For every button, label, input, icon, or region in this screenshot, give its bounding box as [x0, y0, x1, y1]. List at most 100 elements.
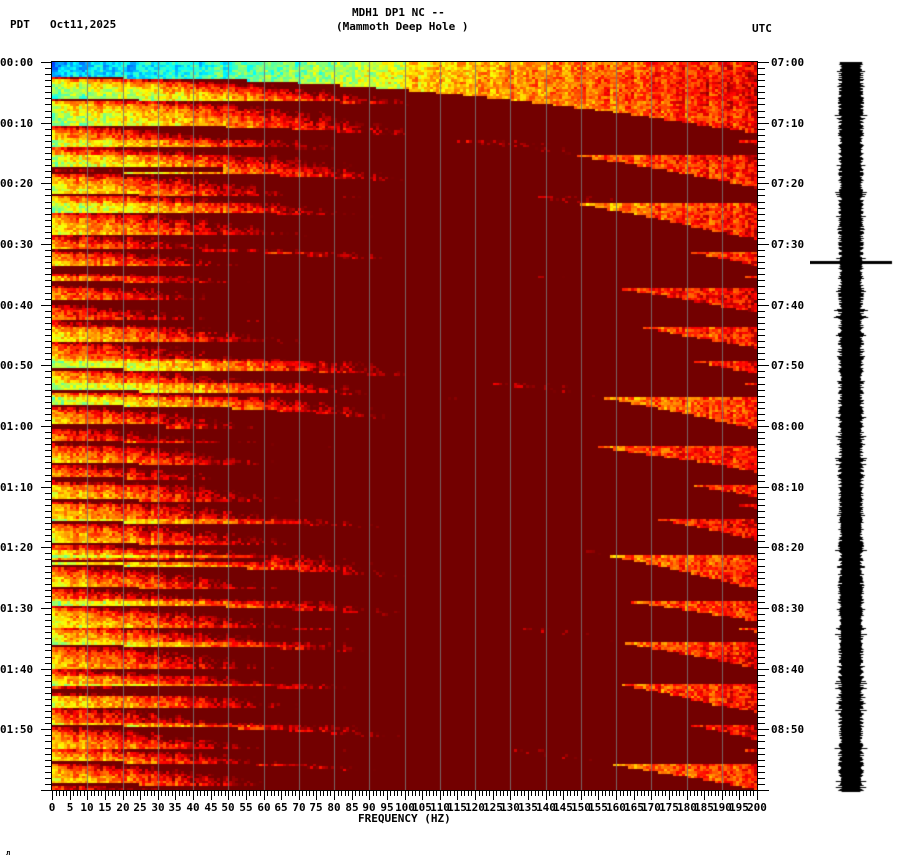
left-minor-tick: [45, 675, 52, 676]
header-timezone-left: PDT: [10, 18, 30, 31]
freq-tick-label: 130: [500, 801, 520, 814]
left-minor-tick: [45, 766, 52, 767]
freq-minor-tick: [471, 791, 472, 796]
left-minor-tick: [45, 578, 52, 579]
freq-minor-tick: [66, 791, 67, 796]
freq-tick-label: 155: [588, 801, 608, 814]
left-minor-tick: [45, 208, 52, 209]
freq-minor-tick: [732, 791, 733, 796]
freq-major-tick: [369, 791, 370, 800]
right-minor-tick: [758, 475, 765, 476]
freq-minor-tick: [348, 791, 349, 796]
right-minor-tick: [758, 359, 765, 360]
freq-minor-tick: [584, 791, 585, 796]
freq-minor-tick: [59, 791, 60, 796]
left-minor-tick: [45, 293, 52, 294]
left-time-label: 00:30: [0, 238, 34, 251]
right-minor-tick: [758, 238, 765, 239]
freq-major-tick: [405, 791, 406, 800]
freq-minor-tick: [288, 791, 289, 796]
left-minor-tick: [45, 663, 52, 664]
right-minor-tick: [758, 353, 765, 354]
left-minor-tick: [45, 754, 52, 755]
right-time-label: 07:20: [771, 177, 805, 190]
freq-minor-tick: [426, 791, 427, 796]
left-minor-tick: [45, 693, 52, 694]
freq-minor-tick: [274, 791, 275, 796]
freq-tick-label: 115: [447, 801, 467, 814]
freq-minor-tick: [260, 791, 261, 796]
right-minor-tick: [758, 699, 765, 700]
right-minor-tick: [758, 86, 765, 87]
right-minor-tick: [758, 408, 765, 409]
left-minor-tick: [45, 778, 52, 779]
freq-minor-tick: [341, 791, 342, 796]
freq-minor-tick: [605, 791, 606, 796]
left-minor-tick: [45, 529, 52, 530]
left-minor-tick: [45, 632, 52, 633]
right-minor-tick: [758, 195, 765, 196]
freq-tick-label: 85: [345, 801, 359, 814]
left-minor-tick: [45, 511, 52, 512]
freq-minor-tick: [574, 791, 575, 796]
freq-major-tick: [493, 791, 494, 800]
right-minor-tick: [758, 226, 765, 227]
plot-border-bottom: [52, 790, 758, 791]
right-time-label: 07:30: [771, 238, 805, 251]
left-minor-tick: [45, 329, 52, 330]
freq-minor-tick: [531, 791, 532, 796]
left-minor-tick: [45, 523, 52, 524]
freq-minor-tick: [327, 791, 328, 796]
left-major-tick: [41, 608, 52, 609]
left-major-tick: [41, 547, 52, 548]
left-major-tick: [41, 62, 52, 63]
right-minor-tick: [758, 384, 765, 385]
freq-minor-tick: [225, 791, 226, 796]
freq-minor-tick: [697, 791, 698, 796]
freq-minor-tick: [729, 791, 730, 796]
freq-minor-tick: [637, 791, 638, 796]
freq-minor-tick: [84, 791, 85, 796]
freq-minor-tick: [665, 791, 666, 796]
freq-minor-tick: [711, 791, 712, 796]
right-minor-tick: [758, 493, 765, 494]
right-minor-tick: [758, 80, 765, 81]
left-minor-tick: [45, 420, 52, 421]
right-minor-tick: [758, 341, 765, 342]
freq-minor-tick: [56, 791, 57, 796]
freq-tick-label: 180: [677, 801, 697, 814]
right-minor-tick: [758, 566, 765, 567]
freq-minor-tick: [204, 791, 205, 796]
freq-minor-tick: [620, 791, 621, 796]
left-minor-tick: [45, 402, 52, 403]
left-minor-tick: [45, 644, 52, 645]
freq-major-tick: [264, 791, 265, 800]
left-minor-tick: [45, 384, 52, 385]
right-minor-tick: [758, 129, 765, 130]
plot-border-right: [757, 61, 758, 791]
right-minor-tick: [758, 535, 765, 536]
right-minor-tick: [758, 450, 765, 451]
right-minor-tick: [758, 135, 765, 136]
left-minor-tick: [45, 159, 52, 160]
right-minor-tick: [758, 414, 765, 415]
left-minor-tick: [45, 596, 52, 597]
freq-minor-tick: [524, 791, 525, 796]
spectrogram-plot[interactable]: [52, 62, 757, 790]
right-minor-tick: [758, 650, 765, 651]
freq-tick-label: 170: [641, 801, 661, 814]
freq-minor-tick: [172, 791, 173, 796]
freq-minor-tick: [380, 791, 381, 796]
freq-minor-tick: [144, 791, 145, 796]
right-minor-tick: [758, 778, 765, 779]
left-major-tick: [41, 426, 52, 427]
left-minor-tick: [45, 438, 52, 439]
freq-minor-tick: [503, 791, 504, 796]
freq-minor-tick: [309, 791, 310, 796]
right-major-tick: [758, 123, 769, 124]
left-time-label: 01:40: [0, 663, 34, 676]
right-minor-tick: [758, 104, 765, 105]
left-minor-tick: [45, 559, 52, 560]
freq-minor-tick: [736, 791, 737, 796]
left-minor-tick: [45, 250, 52, 251]
